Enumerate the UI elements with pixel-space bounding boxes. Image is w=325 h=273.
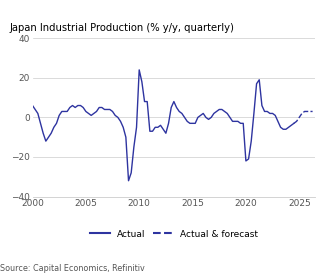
Actual & forecast: [311, 110, 315, 113]
Actual: [126, 179, 130, 182]
Actual: [292, 122, 296, 125]
Actual & forecast: [297, 116, 301, 119]
Actual: [111, 110, 114, 113]
Actual: [175, 106, 178, 109]
Actual: [241, 122, 245, 125]
Actual: [137, 68, 141, 72]
Line: Actual: Actual: [32, 70, 294, 181]
Actual: [92, 112, 96, 115]
Text: Japan Industrial Production (% y/y, quarterly): Japan Industrial Production (% y/y, quar…: [10, 23, 235, 33]
Actual: [31, 104, 34, 107]
Text: Source: Capital Economics, Refinitiv: Source: Capital Economics, Refinitiv: [0, 264, 145, 273]
Line: Actual & forecast: Actual & forecast: [294, 111, 313, 123]
Actual & forecast: [305, 110, 309, 113]
Actual & forecast: [292, 122, 296, 125]
Actual & forecast: [292, 122, 296, 125]
Actual & forecast: [303, 110, 306, 113]
Actual & forecast: [300, 112, 304, 115]
Actual & forecast: [295, 120, 299, 123]
Actual & forecast: [308, 110, 312, 113]
Legend: Actual, Actual & forecast: Actual, Actual & forecast: [90, 230, 258, 239]
Actual: [167, 122, 171, 125]
Actual: [100, 106, 104, 109]
